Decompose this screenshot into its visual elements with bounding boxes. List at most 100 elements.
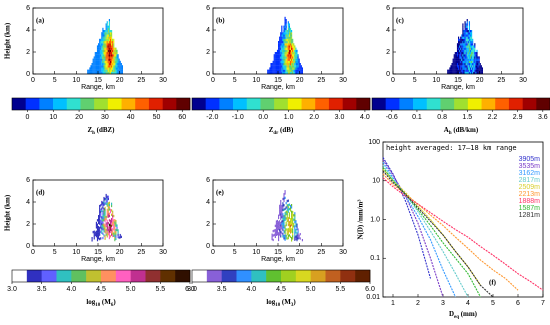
radar-pixel [115, 54, 117, 57]
radar-pixel [289, 45, 292, 48]
radar-pixel [477, 60, 479, 64]
radar-pixel [296, 49, 298, 53]
radar-pixel [102, 65, 104, 68]
x-tick-label: 0 [211, 77, 215, 84]
radar-pixel [465, 25, 467, 28]
radar-pixel [112, 47, 114, 50]
radar-pixel [291, 69, 293, 72]
radar-pixel [105, 38, 107, 42]
radar-pixel [287, 43, 289, 46]
radar-pixel [297, 71, 299, 75]
radar-pixel [105, 49, 107, 53]
radar-pixel [105, 233, 107, 236]
radar-pixel [104, 71, 106, 75]
colorbar-label-part: ) [293, 298, 296, 306]
radar-pixel [472, 71, 474, 75]
radar-pixel [98, 69, 100, 72]
radar-pixel [458, 54, 460, 57]
radar-pixel [109, 219, 112, 223]
radar-pixel [105, 56, 107, 59]
radar-pixel [284, 47, 286, 50]
radar-pixel [107, 222, 109, 225]
y-tick-label: 4 [386, 27, 390, 34]
radar-pixel [476, 69, 478, 72]
radar-pixel [298, 63, 300, 66]
radar-pixel [288, 38, 291, 42]
radar-pixel [297, 230, 299, 233]
radar-pixel [461, 45, 463, 48]
panel-label: (f) [489, 279, 497, 287]
radar-pixel [295, 63, 297, 66]
colorbar-segment [440, 98, 455, 110]
radar-pixel [469, 36, 472, 39]
radar-pixel [105, 54, 107, 57]
radar-pixel [447, 71, 449, 75]
radar-pixel [108, 67, 111, 70]
radar-pixel [282, 34, 284, 37]
radar-pixel [107, 233, 109, 236]
radar-pixel [299, 67, 301, 70]
radar-pixel [296, 65, 298, 68]
radar-pixel [106, 230, 108, 234]
radar-pixel [289, 209, 292, 212]
radar-pixel [289, 226, 292, 230]
radar-pixel [114, 223, 116, 226]
radar-pixel [447, 69, 449, 72]
radar-pixel [92, 60, 94, 64]
radar-pixel [276, 219, 279, 223]
x-tick-label: 30 [159, 249, 167, 256]
radar-pixel [104, 32, 106, 35]
colorbar-segment [26, 270, 42, 282]
radar-pixel [276, 56, 279, 59]
radar-pixel [465, 23, 467, 26]
radar-pixel [458, 60, 460, 64]
radar-pixel [281, 43, 283, 46]
radar-pixel [106, 56, 108, 59]
radar-pixel [108, 203, 111, 207]
radar-pixel [301, 71, 304, 75]
radar-pixel [106, 21, 108, 24]
radar-pixel [106, 221, 108, 225]
colorbar-tick-label: 5.0 [306, 286, 316, 293]
radar-pixel [469, 63, 472, 66]
colorbar-segment [56, 270, 72, 282]
radar-pixel [111, 213, 113, 216]
radar-pixel [288, 207, 291, 211]
radar-pixel [285, 34, 287, 37]
radar-pixel [295, 56, 297, 59]
radar-pixel [285, 41, 287, 44]
radar-pixel [284, 234, 286, 237]
radar-pixel [99, 218, 101, 221]
radar-pixel [107, 67, 109, 70]
radar-pixel [297, 232, 299, 236]
radar-pixel [456, 60, 459, 64]
radar-pixel [102, 38, 104, 42]
radar-pixel [116, 60, 118, 64]
radar-pixel [467, 67, 469, 70]
x-tick-label: 0 [391, 77, 395, 84]
radar-pixel [296, 67, 298, 70]
y-tick-label: 0 [26, 243, 30, 250]
radar-pixel [281, 222, 283, 225]
radar-pixel [477, 56, 479, 59]
radar-pixel [299, 71, 301, 75]
colorbar-segment [315, 98, 330, 110]
colorbar-label-part: (dBZ) [95, 126, 115, 134]
radar-pixel [465, 36, 467, 39]
radar-pixel [288, 30, 291, 33]
radar-pixel [278, 45, 280, 48]
radar-pixel [291, 228, 293, 231]
radar-pixel [458, 47, 460, 50]
radar-pixel [107, 58, 109, 61]
radar-pixel [452, 60, 454, 64]
radar-pixel [280, 41, 282, 44]
radar-pixel [467, 30, 469, 33]
radar-pixel [91, 69, 93, 72]
radar-pixel [288, 36, 291, 39]
radar-pixel [478, 60, 480, 64]
radar-pixel [473, 63, 475, 66]
radar-pixel [282, 60, 284, 64]
radar-pixel [105, 23, 107, 26]
radar-pixel [98, 232, 100, 235]
radar-pixel [289, 222, 292, 225]
